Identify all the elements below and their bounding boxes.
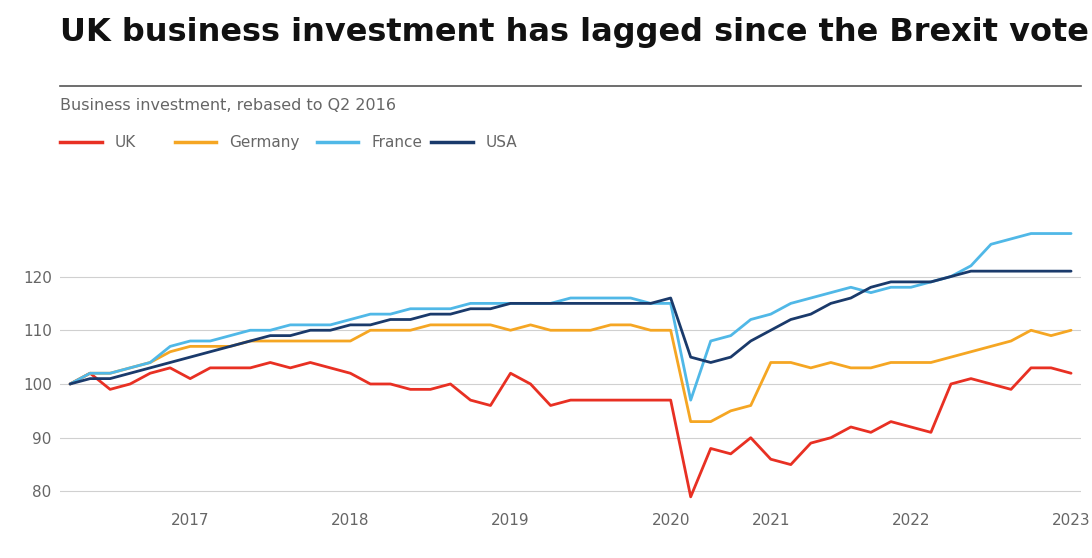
Text: UK business investment has lagged since the Brexit vote: UK business investment has lagged since … <box>60 17 1089 48</box>
Text: Germany: Germany <box>229 135 299 150</box>
Text: Business investment, rebased to Q2 2016: Business investment, rebased to Q2 2016 <box>60 98 396 113</box>
Text: France: France <box>371 135 423 150</box>
Text: UK: UK <box>115 135 135 150</box>
Text: USA: USA <box>486 135 518 150</box>
